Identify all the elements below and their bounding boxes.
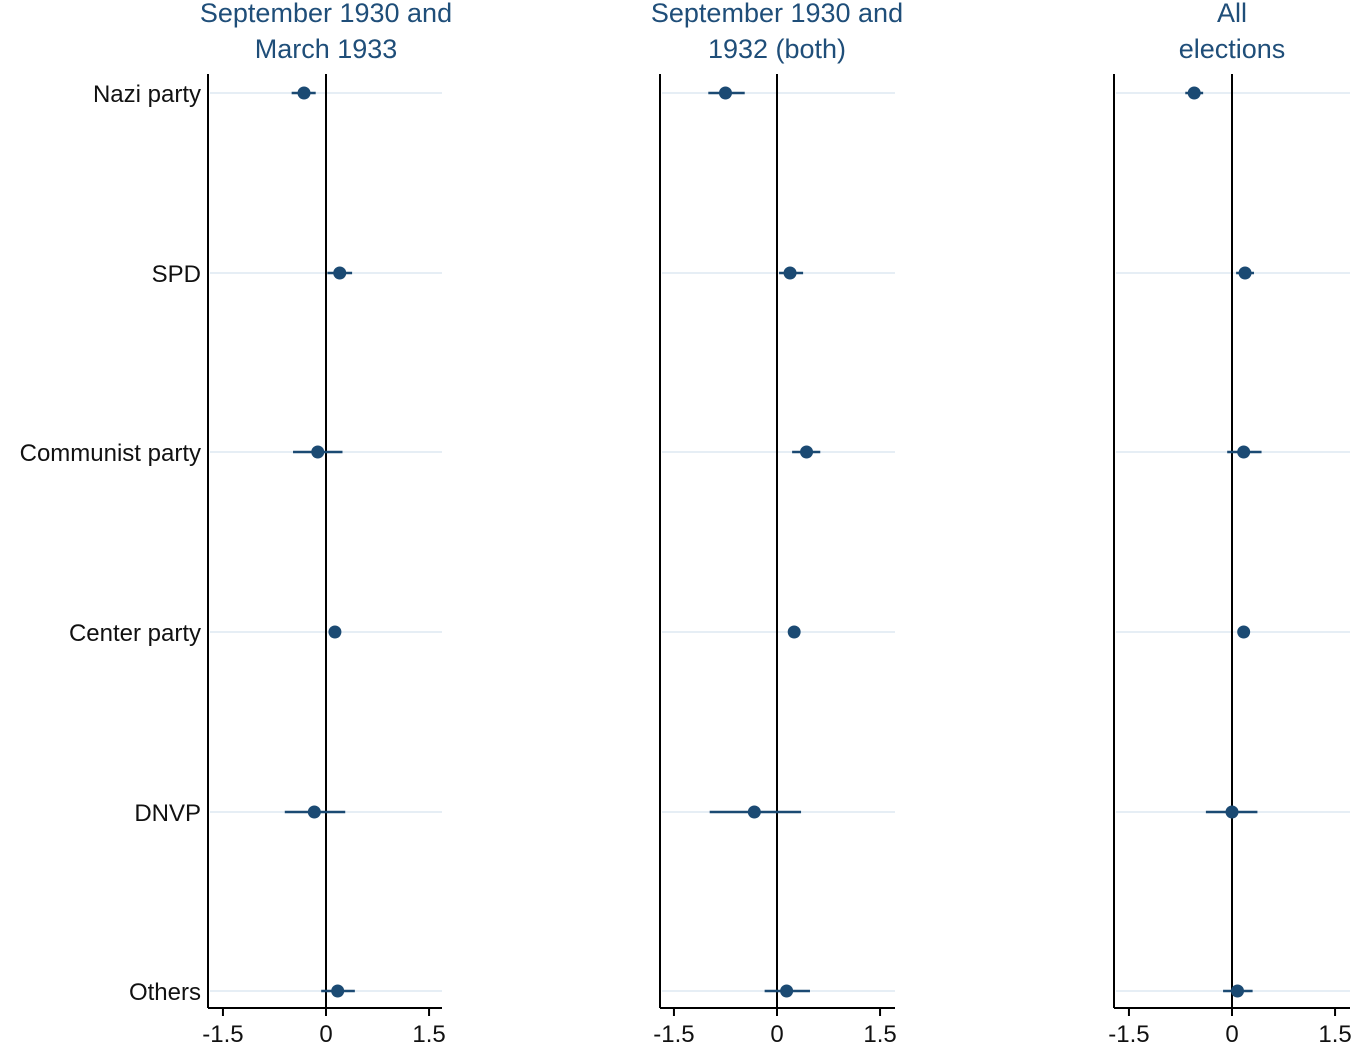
panel-2-title-line-1: elections [1179, 34, 1286, 64]
panel-1-point-3 [787, 625, 801, 639]
panel-1-point-1 [783, 266, 797, 280]
panel-2-point-2 [1237, 445, 1251, 459]
panel-2-point-3 [1237, 625, 1251, 639]
panel-1-point-2 [800, 445, 814, 459]
panel-1-title-line-1: 1932 (both) [708, 34, 846, 64]
panel-0-xtick-label-0: -1.5 [202, 1021, 243, 1048]
panel-1-point-4 [747, 805, 761, 819]
category-label-2: Communist party [20, 440, 201, 467]
panel-1-xtick-label-1: 0 [770, 1021, 783, 1048]
panel-2-xtick-label-0: -1.5 [1108, 1021, 1149, 1048]
panel-1-point-5 [780, 984, 794, 998]
panel-0-xtick-label-1: 0 [319, 1021, 332, 1048]
panel-0-point-5 [331, 984, 345, 998]
panel-0-xtick-label-2: 1.5 [412, 1021, 445, 1048]
category-label-0: Nazi party [93, 81, 201, 108]
panel-0-point-0 [297, 86, 311, 100]
panel-0-point-3 [328, 625, 342, 639]
category-label-3: Center party [69, 620, 201, 647]
panel-2-point-5 [1230, 984, 1244, 998]
panel-1-xtick-label-2: 1.5 [863, 1021, 896, 1048]
panel-2-point-0 [1187, 86, 1201, 100]
panel-0-title-line-0: September 1930 and [200, 0, 452, 28]
panel-2-title-line-0: All [1217, 0, 1247, 28]
category-label-4: DNVP [134, 800, 201, 827]
panel-1-title-line-0: September 1930 and [651, 0, 903, 28]
panel-1-point-0 [718, 86, 732, 100]
panel-0-point-2 [311, 445, 325, 459]
panel-2-xtick-label-1: 0 [1225, 1021, 1238, 1048]
panel-0-title-line-1: March 1933 [255, 34, 398, 64]
panel-2-point-1 [1238, 266, 1252, 280]
panel-2-point-4 [1225, 805, 1239, 819]
panel-1-xtick-label-0: -1.5 [653, 1021, 694, 1048]
panel-0-point-1 [333, 266, 347, 280]
panel-2-xtick-label-2: 1.5 [1318, 1021, 1351, 1048]
panel-0-point-4 [307, 805, 321, 819]
category-label-1: SPD [152, 261, 201, 288]
category-label-5: Others [129, 979, 201, 1006]
